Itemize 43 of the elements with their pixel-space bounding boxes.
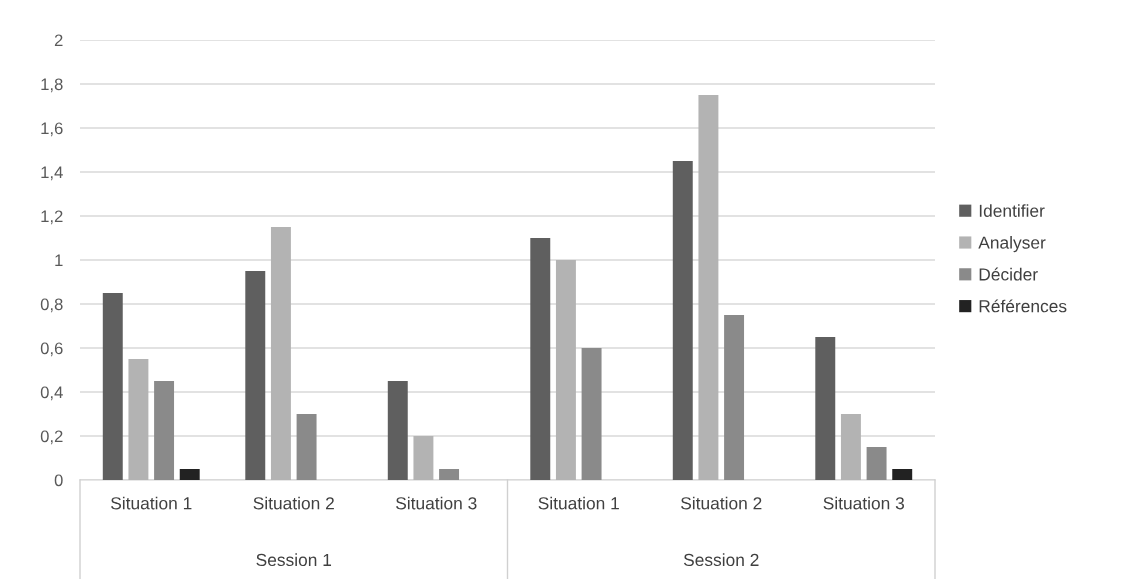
bar [413, 436, 434, 480]
y-tick-label: 1,6 [41, 122, 63, 137]
bar [102, 293, 123, 480]
bar [892, 469, 913, 480]
bar [581, 348, 602, 480]
y-tick-label: 0,2 [40, 430, 63, 445]
bar [387, 381, 408, 480]
legend-label: Décider [979, 267, 1038, 281]
y-tick-label: 1 [55, 254, 63, 267]
bar [724, 315, 745, 480]
y-tick-label: 0,6 [40, 342, 63, 357]
bar [698, 95, 719, 480]
x-tick-label: Situation 2 [681, 496, 762, 510]
y-tick-label: 0,8 [40, 298, 63, 313]
bar [154, 381, 175, 480]
x-tick-label: Situation 3 [823, 496, 905, 510]
y-tick-label: 0 [54, 474, 63, 487]
x-tick-label: Situation 3 [396, 496, 477, 510]
y-tick-label: 1,2 [41, 210, 63, 225]
y-tick-label: 1,4 [41, 166, 63, 181]
x-tick-label: Situation 2 [253, 496, 334, 510]
legend-label: Références [979, 299, 1067, 313]
bar [245, 271, 266, 480]
bar [270, 227, 291, 480]
y-tick-label: 0,4 [40, 386, 63, 401]
text: Session 2 [683, 553, 759, 567]
bar [672, 161, 693, 480]
bar [439, 469, 460, 480]
x-tick-label: Situation 1 [111, 496, 192, 510]
bar [555, 260, 576, 480]
text: Session 1 [256, 553, 332, 567]
bar [840, 414, 861, 480]
bar [179, 469, 200, 480]
bar [128, 359, 149, 480]
legend-label: Identifier [979, 204, 1045, 217]
y-tick-label: 1,8 [41, 78, 63, 93]
bar [296, 414, 317, 480]
y-tick-label: 2 [54, 34, 63, 47]
bar [866, 447, 887, 480]
legend-label: Analyser [978, 236, 1046, 253]
x-tick-label: Situation 1 [538, 496, 619, 510]
bar [530, 238, 551, 480]
bar [815, 337, 836, 480]
